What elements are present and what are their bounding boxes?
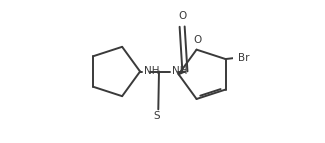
Text: O: O [178, 11, 187, 21]
Text: S: S [153, 111, 160, 121]
Text: O: O [193, 35, 202, 45]
Text: NH: NH [172, 66, 187, 77]
Text: NH: NH [144, 66, 159, 77]
Text: Br: Br [238, 53, 250, 63]
